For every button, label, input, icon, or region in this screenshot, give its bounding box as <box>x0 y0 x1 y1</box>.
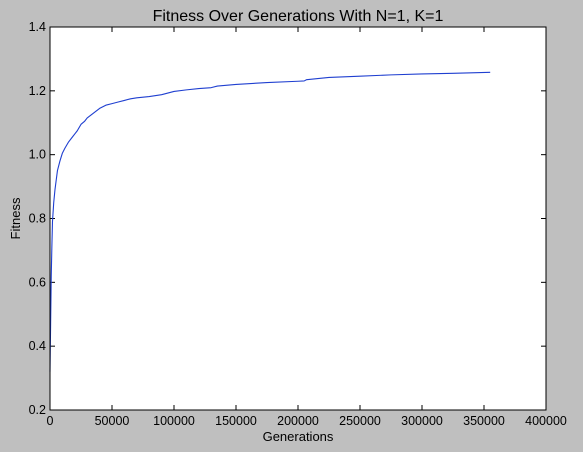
y-tick-label: 0.4 <box>29 339 46 353</box>
x-tick-label: 200000 <box>277 414 319 428</box>
x-tick-label: 300000 <box>401 414 443 428</box>
x-tick-label: 100000 <box>153 414 195 428</box>
x-tick-label: 50000 <box>95 414 130 428</box>
y-tick-label: 0.2 <box>29 403 46 417</box>
tick-layer: 0 50000 100000 150000 200000 250000 300000 3500… <box>29 20 567 428</box>
x-tick-label: 0 <box>47 414 54 428</box>
y-tick-label: 0.8 <box>29 212 46 226</box>
x-axis-label: Generations <box>263 429 334 444</box>
plot-area <box>50 27 546 410</box>
y-tick-label: 1.0 <box>29 148 46 162</box>
y-tick-label: 0.6 <box>29 275 46 289</box>
fitness-series-line <box>49 71 491 372</box>
x-tick-label: 400000 <box>525 414 567 428</box>
x-tick-label: 250000 <box>339 414 381 428</box>
x-tick-label: 150000 <box>215 414 257 428</box>
plot-frame <box>49 26 547 411</box>
y-tick-label: 1.2 <box>29 84 46 98</box>
x-tick-label: 350000 <box>463 414 505 428</box>
y-tick-label: 1.4 <box>29 20 46 34</box>
chart-title: Fitness Over Generations With N=1, K=1 <box>153 8 444 25</box>
y-axis-label: Fitness <box>8 197 23 239</box>
